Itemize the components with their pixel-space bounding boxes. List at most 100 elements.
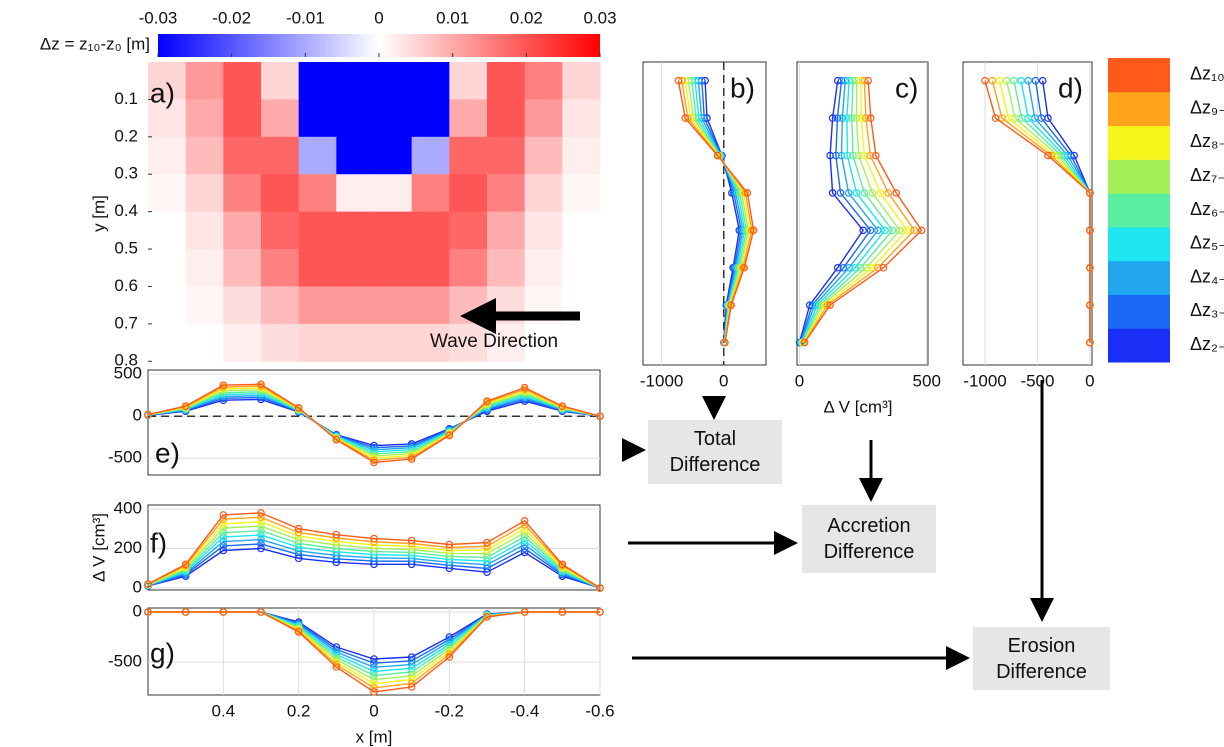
data-point (727, 301, 736, 309)
heatmap-cell (298, 99, 337, 138)
heatmap-cell (298, 62, 337, 100)
data-point (828, 114, 837, 122)
y-tick-label: 0.8 (114, 351, 138, 370)
data-point (847, 114, 856, 122)
heatmap-cell (298, 136, 337, 175)
data-point (370, 684, 378, 692)
data-point (674, 76, 683, 85)
data-point (868, 189, 877, 197)
data-point (876, 189, 885, 197)
data-point (892, 189, 901, 197)
heatmap-cell (148, 174, 187, 213)
heatmap-cell (185, 211, 224, 250)
data-point (872, 151, 880, 160)
heatmap-cell (524, 174, 563, 213)
data-point (520, 608, 529, 616)
data-point (1086, 338, 1094, 347)
data-point (144, 410, 152, 419)
heatmap-cell (562, 136, 601, 175)
series-line (984, 80, 1091, 343)
data-point (721, 338, 729, 347)
heatmap-cell (185, 62, 224, 100)
data-point (219, 608, 228, 616)
heatmap-cell (374, 174, 413, 213)
x-tick-label: -0.6 (585, 701, 614, 720)
y-tick-label: 200 (114, 538, 142, 557)
data-point (596, 608, 604, 616)
y-tick-label: 0.7 (114, 313, 138, 332)
data-point (749, 226, 758, 235)
series-line (804, 80, 923, 343)
heatmap-cell (148, 62, 187, 100)
heatmap-cell (298, 323, 337, 362)
data-point (859, 226, 867, 235)
heatmap-cell (336, 99, 375, 138)
flow-box: Erosion Difference (973, 627, 1110, 690)
data-point (558, 608, 567, 616)
data-point (903, 226, 911, 235)
y-tick-label: 0 (133, 601, 142, 620)
heatmap-cell (374, 136, 413, 175)
data-point (332, 435, 341, 444)
data-point (1086, 301, 1094, 309)
legend-label: Δz₇₋₀ (1190, 165, 1224, 185)
data-point (988, 76, 997, 85)
data-point (836, 189, 845, 197)
series-line (147, 383, 601, 464)
heatmap-cell (487, 62, 526, 100)
heatmap-cell (487, 211, 526, 250)
data-point (257, 522, 265, 530)
series-line (798, 80, 864, 343)
series-line (677, 80, 755, 343)
data-point (743, 189, 752, 197)
data-point (445, 431, 454, 440)
y-tick-label: 400 (114, 498, 142, 517)
data-point (219, 537, 228, 546)
panel-label: c) (895, 72, 918, 103)
heatmap-cell (148, 323, 187, 362)
data-point (257, 513, 265, 522)
data-point (407, 536, 416, 545)
annotation: Wave Direction (430, 331, 558, 352)
heatmap-cell (261, 174, 300, 213)
data-point (852, 114, 861, 122)
panel-label: f) (150, 527, 167, 558)
data-point (864, 76, 873, 85)
data-point (917, 226, 926, 235)
data-point (884, 189, 893, 197)
data-point (370, 663, 378, 672)
heatmap-cell (524, 249, 563, 287)
series-line (800, 80, 886, 343)
data-point (1031, 76, 1040, 85)
data-point (844, 189, 853, 197)
data-point (219, 381, 228, 389)
data-point (852, 76, 861, 85)
heatmap-cell (148, 211, 187, 250)
heatmap-cell (185, 323, 224, 362)
data-point (520, 383, 529, 392)
data-point (294, 403, 303, 412)
heatmap-cell (261, 99, 300, 138)
data-point (445, 653, 454, 661)
data-point (219, 528, 228, 537)
data-point (855, 151, 863, 160)
data-point (1038, 76, 1047, 85)
y-tick-label: 0.4 (114, 201, 138, 220)
legend-swatch (1108, 159, 1170, 194)
heatmap-cell (148, 286, 187, 325)
colorbar-tick-label: -0.03 (139, 8, 178, 27)
data-point (257, 544, 265, 553)
heatmap-cell (449, 174, 488, 213)
data-point (332, 530, 341, 539)
data-point (838, 114, 847, 122)
data-point (257, 509, 265, 517)
y-tick-label: 0.2 (114, 126, 138, 145)
heatmap-cell (374, 99, 413, 138)
data-point (740, 263, 749, 272)
heatmap-cell (524, 99, 563, 138)
data-point (370, 679, 378, 688)
data-point (257, 608, 265, 616)
data-point (1010, 76, 1018, 85)
data-point (1017, 76, 1025, 85)
